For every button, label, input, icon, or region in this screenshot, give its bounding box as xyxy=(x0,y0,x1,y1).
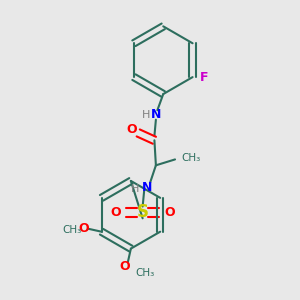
Text: O: O xyxy=(126,124,137,136)
Text: O: O xyxy=(120,260,130,273)
Text: N: N xyxy=(151,108,161,121)
Text: N: N xyxy=(142,181,152,194)
Text: O: O xyxy=(79,222,89,235)
Text: O: O xyxy=(110,206,121,219)
Text: O: O xyxy=(165,206,175,219)
Text: CH₃: CH₃ xyxy=(62,225,82,235)
Text: F: F xyxy=(200,70,208,84)
Text: H: H xyxy=(141,110,150,120)
Text: CH₃: CH₃ xyxy=(135,268,154,278)
Text: CH₃: CH₃ xyxy=(181,153,200,163)
Text: S: S xyxy=(136,203,148,221)
Text: H: H xyxy=(131,184,140,194)
